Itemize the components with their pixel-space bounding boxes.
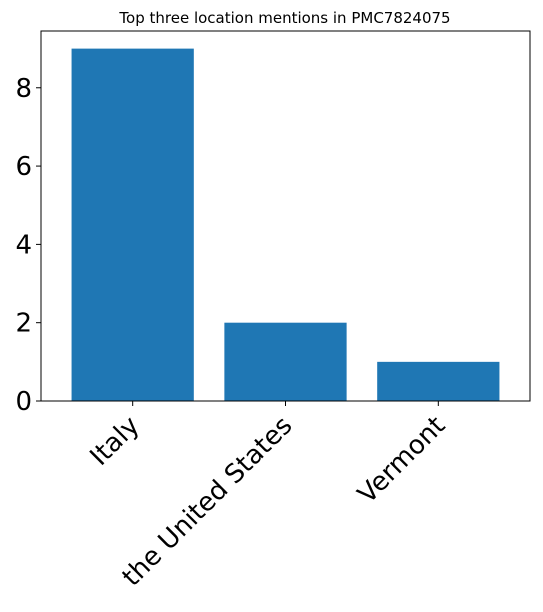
y-tick-label: 6 [15, 152, 32, 182]
y-tick-label: 4 [15, 230, 32, 260]
y-tick-label: 2 [15, 309, 32, 339]
bars-layer [71, 48, 500, 402]
y-tick-label: 0 [15, 387, 32, 417]
chart-title: Top three location mentions in PMC782407… [118, 9, 450, 27]
bar-the-united-states [224, 322, 347, 401]
bar-vermont [377, 361, 500, 401]
x-tick-label: Vermont [352, 411, 451, 510]
y-axis: 0 2 4 6 8 [15, 74, 41, 417]
bar-italy [71, 48, 194, 402]
x-tick-label: Italy [85, 411, 146, 472]
y-tick-label: 8 [15, 74, 32, 104]
x-tick-label: the United States [117, 411, 299, 593]
plot-area-frame [40, 30, 531, 402]
